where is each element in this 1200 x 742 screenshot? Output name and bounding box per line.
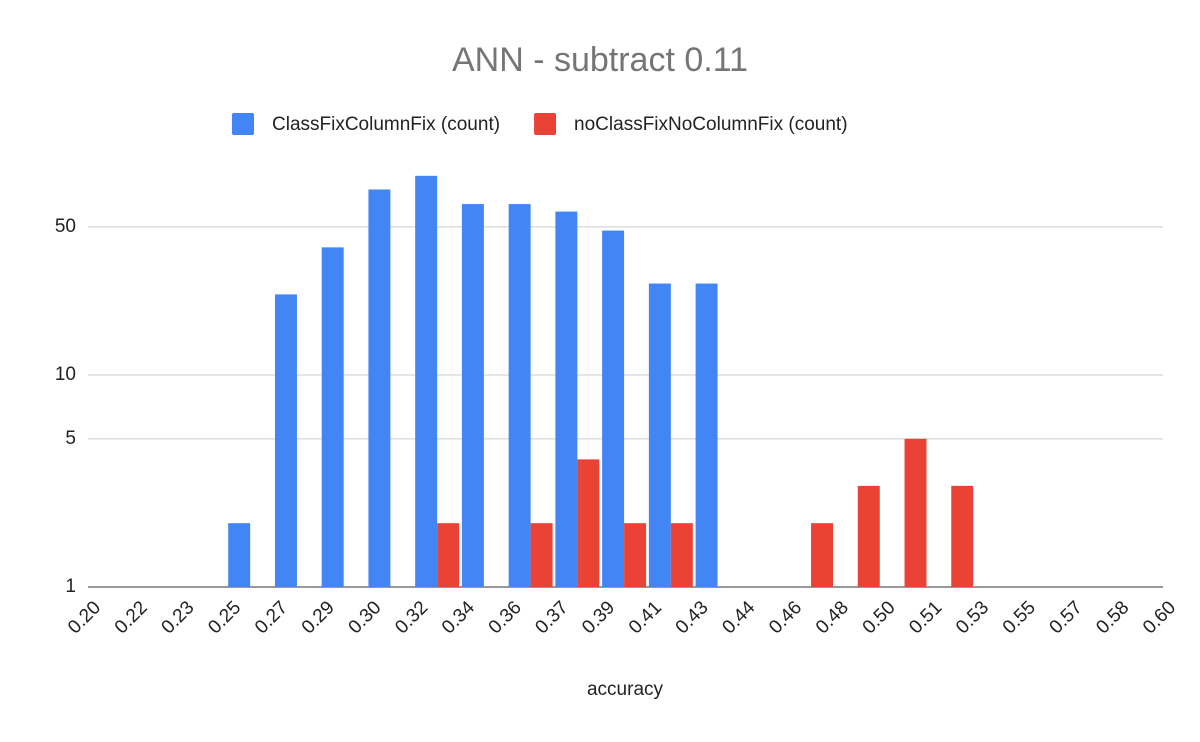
y-tick-label: 10 xyxy=(55,364,76,385)
y-tick-label: 1 xyxy=(65,576,76,597)
legend-swatch xyxy=(534,113,557,135)
bar xyxy=(951,485,974,587)
bar xyxy=(368,189,391,588)
legend-swatch xyxy=(232,113,254,135)
bar xyxy=(321,247,344,587)
bar xyxy=(670,523,693,587)
y-tick-label: 50 xyxy=(55,216,76,237)
bar xyxy=(624,523,647,587)
chart-title: ANN - subtract 0.11 xyxy=(452,41,748,79)
bar xyxy=(530,523,553,587)
bar xyxy=(555,211,578,587)
y-tick-label: 5 xyxy=(65,428,76,449)
bar xyxy=(274,294,297,587)
x-axis-label: accuracy xyxy=(587,679,664,700)
bar xyxy=(602,230,625,588)
bar xyxy=(437,523,460,587)
bar xyxy=(648,283,671,587)
bar xyxy=(228,523,251,587)
bar xyxy=(415,175,438,588)
legend-label: noClassFixNoColumnFix (count) xyxy=(574,114,847,135)
legend-label: ClassFixColumnFix (count) xyxy=(272,114,500,135)
bar xyxy=(695,283,718,587)
bar xyxy=(577,459,600,587)
bar xyxy=(461,204,484,587)
bar xyxy=(904,438,927,587)
bar xyxy=(811,523,834,587)
bar xyxy=(508,204,531,587)
bar xyxy=(857,485,880,587)
